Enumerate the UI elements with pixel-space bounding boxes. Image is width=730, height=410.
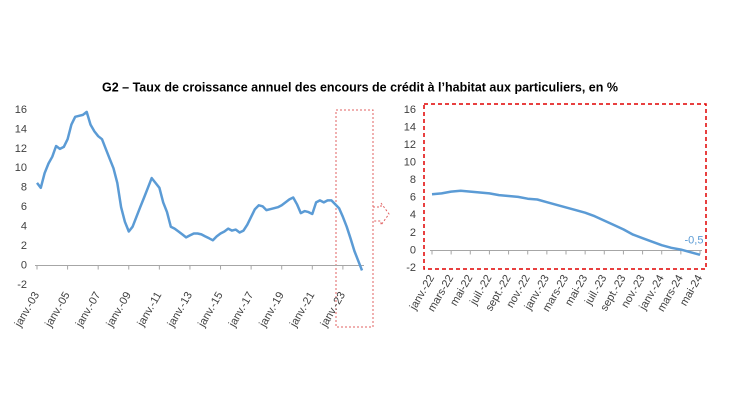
x-tick-label: janv.-13: [165, 290, 195, 330]
zoom-box: [423, 103, 707, 270]
y-tick-label: 6: [21, 201, 27, 213]
y-tick-label: 14: [404, 121, 416, 133]
x-tick-label: janv.-07: [73, 290, 103, 330]
y-tick-label: -2: [17, 279, 27, 291]
x-tick-label: janv.-11: [135, 290, 165, 329]
x-tick-label: janv.-19: [257, 290, 287, 330]
arrow: [373, 201, 390, 227]
y-tick-label: 0: [21, 259, 27, 271]
x-tick-label: janv.-21: [287, 290, 317, 330]
y-tick-label: 2: [410, 227, 416, 239]
y-tick-label: 10: [404, 157, 416, 169]
chart-title: G2 – Taux de croissance annuel des encou…: [102, 80, 618, 94]
y-tick-label: 4: [21, 221, 27, 233]
x-tick-label: janv.-23: [318, 290, 348, 330]
y-tick-label: 12: [15, 143, 27, 155]
y-tick-label: 10: [15, 162, 27, 174]
y-tick-label: 16: [15, 104, 27, 116]
x-tick-label: janv.-17: [226, 290, 256, 330]
x-tick-label: janv.-15: [196, 290, 226, 330]
series-line: [36, 110, 364, 271]
y-tick-label: 12: [404, 139, 416, 151]
highlight-box: [335, 109, 374, 328]
y-tick-label: 0: [410, 244, 416, 256]
value-label: -0,5: [685, 235, 704, 247]
y-tick-label: 4: [410, 209, 416, 221]
y-tick-label: 8: [410, 174, 416, 186]
y-tick-label: 6: [410, 192, 416, 204]
y-tick-label: 14: [15, 123, 27, 135]
series-line: [431, 189, 701, 257]
y-tick-label: 16: [404, 104, 416, 116]
y-tick-label: 8: [21, 182, 27, 194]
x-tick-label: janv.-03: [12, 290, 42, 330]
y-tick-label: 2: [21, 240, 27, 252]
y-tick-label: -2: [406, 262, 416, 274]
x-tick-label: janv.-09: [104, 290, 134, 330]
x-tick-label: janv.-05: [43, 290, 73, 330]
